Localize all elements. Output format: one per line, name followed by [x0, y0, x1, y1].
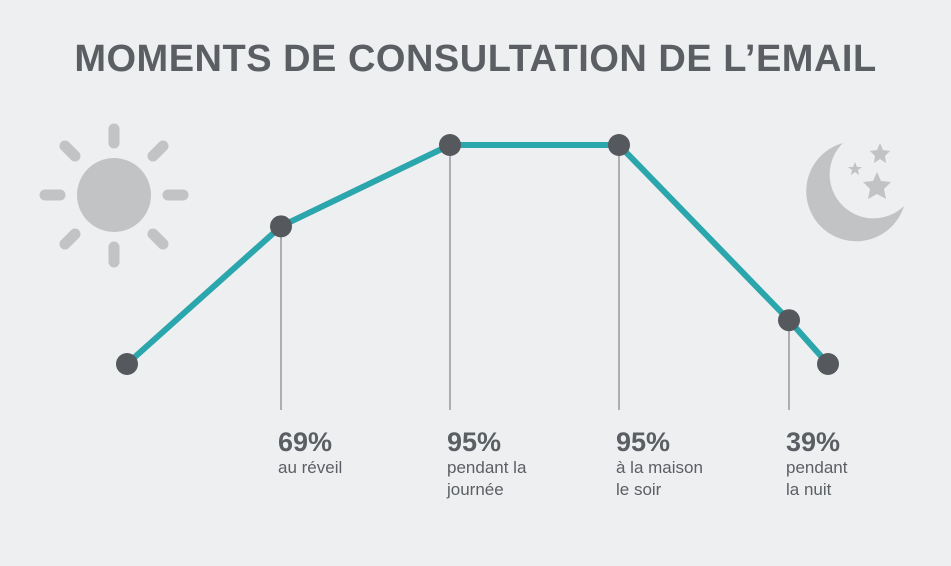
data-label: 39% pendant la nuit [786, 427, 847, 501]
drop-lines [280, 145, 790, 410]
sun-icon [39, 123, 189, 268]
data-label-caption: pendant la nuit [786, 458, 848, 499]
data-label-value: 95% [447, 427, 502, 457]
chart-title: MOMENTS DE CONSULTATION DE L’EMAIL [74, 38, 877, 80]
data-label-value: 95% [616, 427, 671, 457]
data-label-caption: pendant la journée [447, 458, 527, 499]
data-label: 95% à la maison le soir [616, 427, 703, 501]
data-point [817, 353, 839, 375]
data-point [608, 134, 630, 156]
data-label-value: 69% [278, 427, 333, 457]
data-label: 69% au réveil [278, 427, 342, 479]
data-point [439, 134, 461, 156]
data-point [778, 309, 800, 332]
series-line [124, 142, 831, 367]
data-label-value: 39% [786, 427, 841, 457]
data-point [270, 215, 292, 238]
moon-stars-icon [806, 143, 904, 242]
data-point [116, 353, 138, 375]
data-label-caption: à la maison le soir [616, 458, 703, 499]
data-label: 95% pendant la journée [447, 427, 526, 501]
data-label-caption: au réveil [278, 458, 343, 477]
data-points [116, 134, 839, 375]
